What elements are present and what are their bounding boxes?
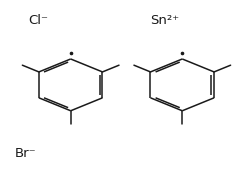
Text: Sn²⁺: Sn²⁺	[150, 14, 179, 27]
Text: Br⁻: Br⁻	[15, 147, 36, 160]
Text: Cl⁻: Cl⁻	[29, 14, 49, 27]
